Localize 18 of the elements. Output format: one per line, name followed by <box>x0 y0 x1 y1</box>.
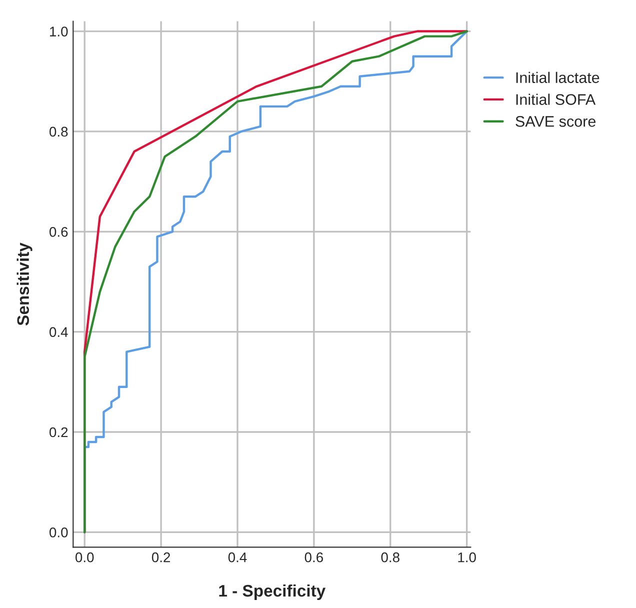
legend-label: SAVE score <box>516 116 596 127</box>
y-tick-label: 0.0 <box>50 528 68 538</box>
x-tick-label: 1.0 <box>458 552 476 562</box>
x-tick-label: 0.6 <box>304 552 323 562</box>
legend-label: Initial lactate <box>516 72 600 84</box>
y-tick-label: 0.4 <box>50 327 68 337</box>
y-tick-label: 0.2 <box>50 427 68 438</box>
x-tick-label: 0.4 <box>228 552 247 562</box>
y-tick-label: 1.0 <box>50 26 68 36</box>
y-tick-label: 0.6 <box>50 226 68 237</box>
y-tick-label: 0.8 <box>50 126 68 137</box>
line-series <box>83 30 468 534</box>
x-axis-title: 1 - Specificity <box>219 584 326 600</box>
x-tick-label: 0.2 <box>152 552 170 562</box>
x-tick-label: 0.8 <box>381 552 400 562</box>
legend-label: Initial SOFA <box>516 94 596 105</box>
x-tick-label: 0.0 <box>75 552 94 562</box>
y-axis-title: Sensitivity <box>16 242 32 326</box>
